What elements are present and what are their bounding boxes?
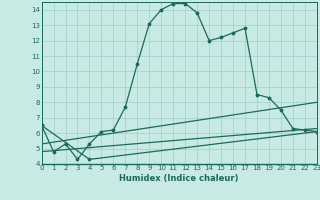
X-axis label: Humidex (Indice chaleur): Humidex (Indice chaleur) [119,174,239,183]
